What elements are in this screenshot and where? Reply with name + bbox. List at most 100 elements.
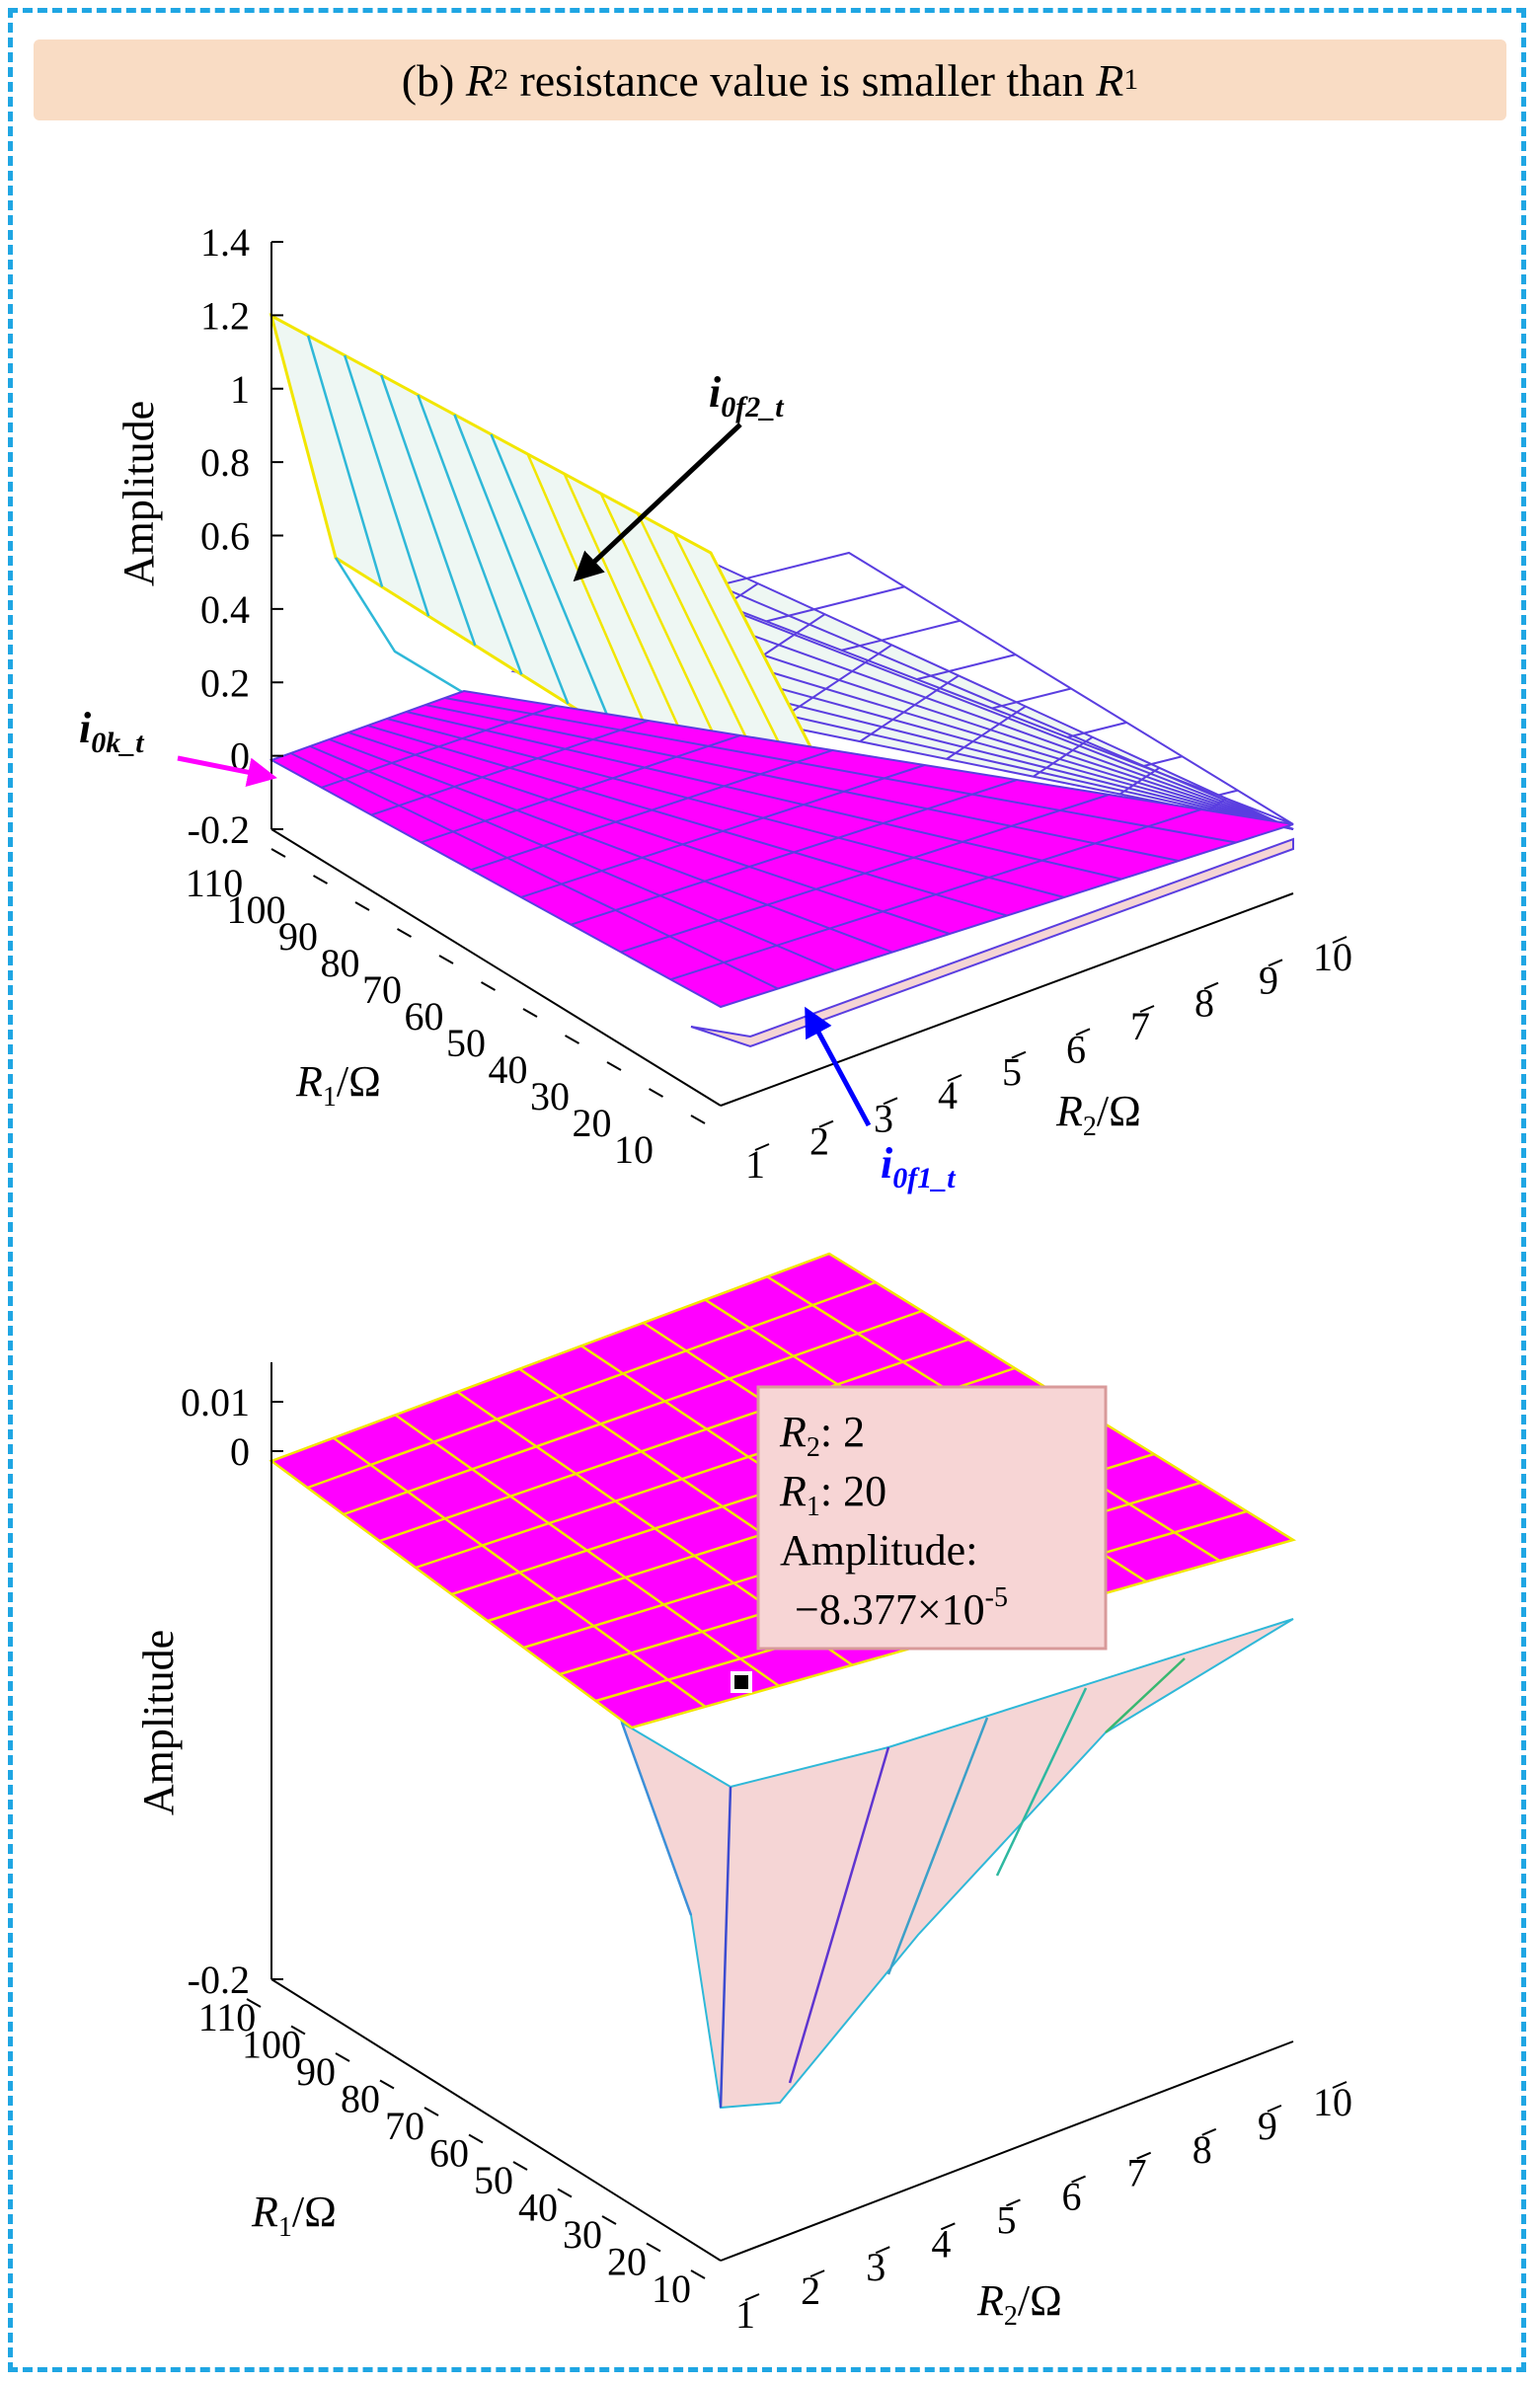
bottom-z-tick-label: 0.01: [181, 1380, 250, 1424]
bottom-rib: [995, 1687, 1088, 1877]
surface-i0k-gridline: [421, 734, 741, 844]
bottom-r1-axis-label: R1/Ω: [251, 2188, 337, 2243]
surface-i0k-gridline: [386, 718, 1065, 898]
surface-i0k-gridline: [406, 711, 1122, 881]
top-r1-tick-label: 110: [186, 861, 244, 905]
bottom-r1-tick-label: 50: [474, 2158, 513, 2202]
top-r1-tick-label: 100: [227, 887, 286, 932]
bottom-z-tick-label: 0: [230, 1429, 250, 1474]
datatip-box: [756, 1385, 1108, 1651]
datatip-amp-label: Amplitude:: [780, 1526, 977, 1575]
bottom-r2-tick-label: 5: [996, 2197, 1016, 2242]
top-r2-tick-label: 9: [1259, 958, 1278, 1002]
title-middle: resistance value is smaller than: [519, 54, 1085, 106]
top-r2-tick: [1075, 1028, 1091, 1037]
title-r1-sub: 1: [1123, 63, 1139, 96]
datatip[interactable]: R2: 2 R1: 20 Amplitude: −8.377×10-5: [756, 1385, 1108, 1651]
bottom-r1-tick: [335, 2052, 350, 2062]
bottom-r2-tick-label: 8: [1193, 2127, 1212, 2172]
surface-i0k-gridline: [329, 738, 893, 954]
top-r1-tick: [690, 1115, 706, 1124]
top-r2-tick: [883, 1097, 898, 1106]
bottom-magenta-grid-gridline: [379, 1338, 969, 1543]
arrow-i0f1: [805, 1006, 872, 1127]
bottom-r2-tick-label: 1: [735, 2292, 755, 2337]
top-r2-tick: [1203, 981, 1219, 990]
top-mint-grid-b-gridline: [766, 585, 905, 623]
top-r1-axis-label: R1/Ω: [295, 1057, 381, 1113]
datatip-marker[interactable]: [731, 1671, 752, 1693]
bottom-rib: [1105, 1657, 1186, 1733]
top-r2-tick-label: 4: [938, 1073, 958, 1117]
top-mint-grid-b-gridline: [916, 654, 1016, 681]
top-mint-grid-gridline: [859, 674, 960, 742]
top-r1-tick-label: 70: [362, 967, 402, 1012]
surface-i0f2-rib: [343, 354, 430, 617]
surface-i0k-gridline: [309, 745, 836, 971]
top-r2-tick-label: 7: [1130, 1004, 1150, 1048]
top-z-tick-label: 0.4: [200, 587, 250, 632]
bottom-r2-tick-label: 6: [1062, 2175, 1082, 2219]
top-r2-tick: [1268, 959, 1283, 967]
surface-i0f2-rib: [453, 414, 570, 705]
top-r1-tick: [438, 955, 454, 964]
arrow-i0f2: [573, 423, 742, 582]
surface-i0k-gridline: [470, 749, 833, 872]
title-r2-sub: 2: [493, 63, 508, 96]
surface-i0f2-rib: [306, 335, 384, 587]
top-mint-grid-gridline: [651, 577, 1294, 830]
title-r1-symbol: R: [1096, 54, 1124, 106]
top-r1-tick: [270, 848, 286, 858]
top-r1-tick-label: 50: [446, 1021, 486, 1065]
top-mint-grid-b: [687, 551, 1294, 825]
top-r1-tick: [397, 928, 412, 938]
bottom-r1-tick-label: 30: [563, 2212, 602, 2257]
datatip-r2: R2: 2: [779, 1408, 865, 1463]
bottom-r2-tick: [1071, 2175, 1086, 2184]
top-r1-tick: [313, 875, 328, 884]
bottom-magenta-grid-gridline: [307, 1280, 877, 1490]
bottom-r1-tick-label: 70: [385, 2104, 424, 2148]
bottom-r1-tick: [646, 2242, 661, 2253]
top-mint-grid-gridline: [1118, 766, 1160, 796]
top-mint-grid-b-gridline: [1142, 755, 1183, 768]
bottom-r1-tick-label: 60: [429, 2131, 469, 2176]
surface-i0k-gridline: [370, 720, 649, 816]
top-r2-tick-label: 6: [1066, 1027, 1086, 1071]
top-z-tick-label: 1.4: [200, 220, 250, 265]
datatip-amp-value: −8.377×10-5: [795, 1582, 1008, 1634]
top-z-tick-label: 0.2: [200, 660, 250, 705]
surface-i0f2-rib: [380, 374, 477, 647]
top-z-tick-label: 0.8: [200, 440, 250, 485]
top-r1-tick-label: 60: [405, 994, 444, 1038]
bottom-r2-tick: [1201, 2127, 1217, 2136]
top-z-tick-label: 0.6: [200, 514, 250, 559]
bottom-r1-tick: [468, 2133, 484, 2144]
top-mint-grid-b-gridline: [841, 619, 961, 652]
bottom-r2-tick-label: 4: [931, 2221, 951, 2266]
surface-i0f2-rib: [490, 433, 616, 733]
bottom-r2-tick: [1267, 2104, 1282, 2113]
surface-i0k-gridline: [424, 704, 1180, 862]
top-r1-tick: [606, 1061, 622, 1071]
bottom-r2-tick: [1136, 2151, 1152, 2160]
bottom-r1-tick-label: 10: [652, 2267, 691, 2311]
bottom-r2-tick-label: 10: [1313, 2080, 1352, 2124]
bottom-r2-tick-label: 2: [801, 2269, 820, 2313]
top-r2-tick-label: 2: [809, 1119, 829, 1164]
top-r1-tick-label: 80: [321, 941, 360, 985]
top-z-tick-label: -0.2: [188, 807, 250, 852]
top-mint-grid-b-gridline: [991, 687, 1072, 710]
top-surface-chart: 1.41.210.80.60.40.20-0.2 Amplitude 11010…: [79, 220, 1352, 1194]
surface-i0f2-rib: [417, 394, 523, 675]
top-r2-axis: [720, 892, 1294, 1107]
top-r2-tick: [1011, 1050, 1027, 1059]
bottom-r1-tick: [379, 2079, 395, 2090]
label-i0f2: i0f2_t: [709, 368, 785, 423]
top-z-tick-label: 1.2: [200, 293, 250, 338]
top-r2-axis-label: R2/Ω: [1055, 1087, 1141, 1142]
bottom-r2-axis: [720, 2040, 1294, 2262]
bottom-r1-tick: [601, 2215, 617, 2225]
top-r2-tick-label: 1: [745, 1142, 765, 1187]
